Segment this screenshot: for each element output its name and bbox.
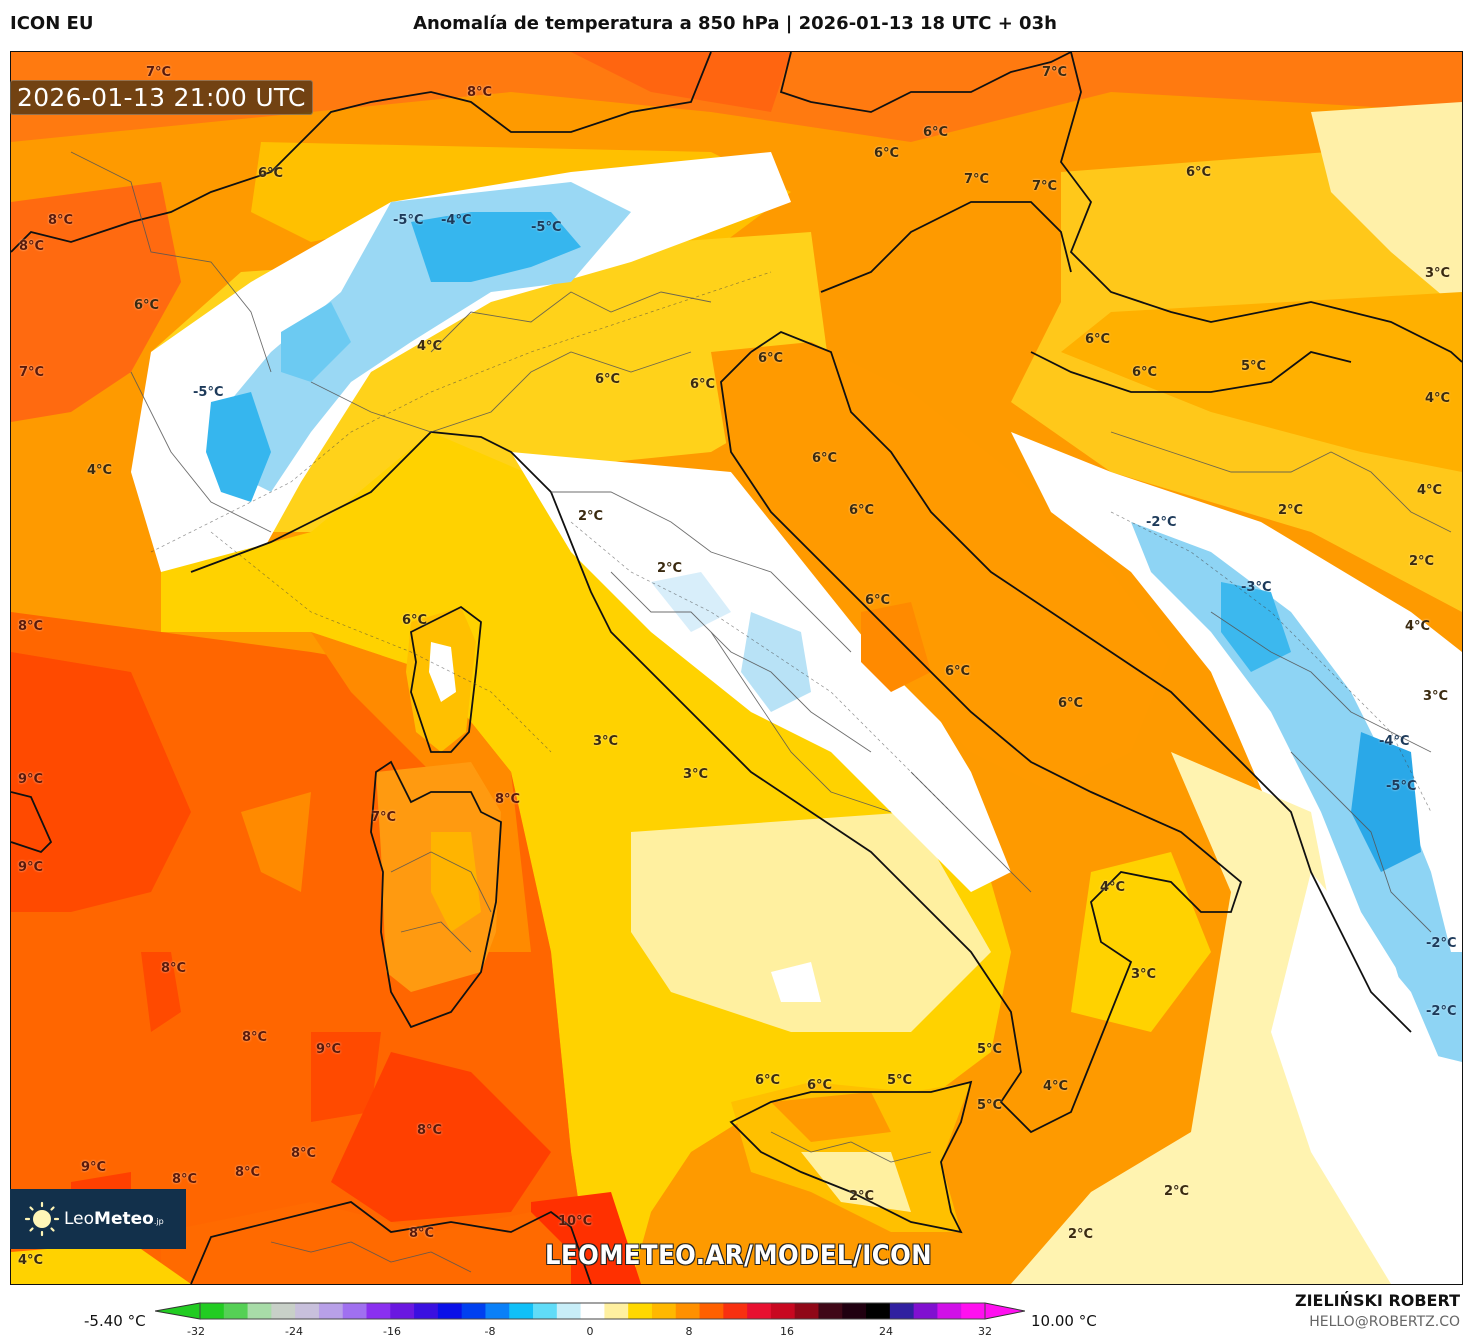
colorbar-tick-label: 32	[978, 1325, 992, 1338]
contour-label: 5°C	[977, 1042, 1003, 1057]
contour-label: -4°C	[1379, 734, 1410, 749]
contour-label: 6°C	[758, 351, 784, 366]
contour-label: 6°C	[874, 146, 900, 161]
contour-label: 2°C	[1164, 1184, 1190, 1199]
contour-label: 2°C	[1068, 1227, 1094, 1242]
contour-label: -5°C	[1386, 779, 1417, 794]
contour-label: 9°C	[18, 772, 44, 787]
contour-label: 6°C	[865, 593, 891, 608]
contour-label: 10°C	[558, 1214, 593, 1229]
contour-label: 8°C	[242, 1030, 268, 1045]
contour-label: -2°C	[1426, 936, 1457, 951]
colorbar-tick-label: 0	[586, 1325, 594, 1338]
contour-label: 6°C	[807, 1078, 833, 1093]
contour-label: 8°C	[48, 213, 74, 228]
contour-label: 7°C	[1032, 179, 1058, 194]
contour-label: 6°C	[923, 125, 949, 140]
contour-label: 8°C	[19, 239, 45, 254]
colorbar-tick-label: -16	[383, 1325, 401, 1338]
contour-label: 4°C	[1405, 619, 1431, 634]
field-max-value: 10.00 °C	[1031, 1312, 1097, 1330]
contour-label: 4°C	[417, 339, 443, 354]
contour-label: 6°C	[1085, 332, 1111, 347]
contour-label: 4°C	[1425, 391, 1451, 406]
contour-label: 8°C	[417, 1123, 443, 1138]
contour-label: 6°C	[1132, 365, 1158, 380]
contour-label: -5°C	[193, 385, 224, 400]
contour-label: 7°C	[146, 65, 172, 80]
contour-label: 6°C	[402, 613, 428, 628]
contour-label: 2°C	[849, 1189, 875, 1204]
contour-label: 3°C	[1423, 689, 1449, 704]
contour-label: 8°C	[409, 1226, 435, 1241]
source-url-watermark: LEOMETEO.AR/MODEL/ICON	[545, 1240, 933, 1271]
colorbar-tick-label: 24	[879, 1325, 893, 1338]
sun-icon	[24, 1201, 60, 1237]
contour-label: 6°C	[134, 298, 160, 313]
contour-label: 4°C	[1417, 483, 1443, 498]
author-name: ZIELIŃSKI ROBERT	[1294, 1291, 1460, 1310]
contour-label: 6°C	[812, 451, 838, 466]
contour-label: -2°C	[1146, 515, 1177, 530]
contour-label: 2°C	[657, 561, 683, 576]
contour-label: 6°C	[1186, 165, 1212, 180]
colorbar-tick-label: -8	[484, 1325, 496, 1338]
contour-label: 6°C	[258, 166, 284, 181]
contour-label: 3°C	[1131, 967, 1157, 982]
contour-label: 4°C	[1043, 1079, 1069, 1094]
colorbar-tick-label: 16	[780, 1325, 794, 1338]
contour-label: 9°C	[81, 1160, 107, 1175]
contour-label: 8°C	[291, 1146, 317, 1161]
contour-label: 7°C	[964, 172, 990, 187]
leometeo-logo[interactable]: LeoMeteo.jp	[10, 1189, 186, 1249]
contour-label: 5°C	[887, 1073, 913, 1088]
contour-label: -3°C	[1241, 580, 1272, 595]
contour-label: 8°C	[161, 961, 187, 976]
temperature-anomaly-map: 7°C 8°C 7°C 6°C 6°C 7°C 7°C 6°C 6°C 8°C 8°C -5°C -4°…	[10, 51, 1463, 1285]
contour-label: 6°C	[849, 503, 875, 518]
contour-label: 5°C	[1241, 359, 1267, 374]
contour-label: 3°C	[683, 767, 709, 782]
contour-label: 5°C	[977, 1098, 1003, 1113]
contour-label: 6°C	[1058, 696, 1084, 711]
contour-label: 6°C	[945, 664, 971, 679]
contour-label: 4°C	[18, 1253, 44, 1268]
colorbar	[155, 1302, 1025, 1320]
valid-time-badge: 2026-01-13 21:00 UTC	[10, 80, 313, 115]
colorbar-tick-label: 8	[685, 1325, 693, 1338]
contour-label: 2°C	[1278, 503, 1304, 518]
contour-label: 6°C	[690, 377, 716, 392]
contour-label: -2°C	[1426, 1004, 1457, 1019]
contour-label: 9°C	[18, 860, 44, 875]
contour-label: 8°C	[18, 619, 44, 634]
contour-label: 3°C	[593, 734, 619, 749]
contour-label: 7°C	[371, 810, 397, 825]
contour-label: 4°C	[87, 463, 113, 478]
contour-label: 9°C	[316, 1042, 342, 1057]
contour-label: -5°C	[393, 213, 424, 228]
colorbar-tick-label: -32	[187, 1325, 205, 1338]
field-min-value: -5.40 °C	[84, 1312, 146, 1330]
contour-label: 6°C	[755, 1073, 781, 1088]
contour-label: 4°C	[1100, 880, 1126, 895]
contour-label: 8°C	[172, 1172, 198, 1187]
map-field-layer	[11, 52, 1462, 1284]
contour-label: 7°C	[19, 365, 45, 380]
contour-label: -5°C	[531, 220, 562, 235]
contour-label: 8°C	[235, 1165, 261, 1180]
contour-label: 3°C	[1425, 266, 1451, 281]
logo-wordmark: LeoMeteo.jp	[64, 1209, 164, 1229]
contour-label: 2°C	[578, 509, 604, 524]
contour-label: 8°C	[467, 85, 493, 100]
contour-label: -4°C	[441, 213, 472, 228]
contour-label: 8°C	[495, 792, 521, 807]
contour-label: 7°C	[1042, 65, 1068, 80]
chart-title: Anomalía de temperatura a 850 hPa | 2026…	[413, 13, 1057, 34]
author-email[interactable]: HELLO@ROBERTZ.CO	[1309, 1314, 1460, 1330]
contour-label: 2°C	[1409, 554, 1435, 569]
model-name: ICON EU	[10, 13, 94, 34]
colorbar-tick-label: -24	[285, 1325, 303, 1338]
contour-label: 6°C	[595, 372, 621, 387]
